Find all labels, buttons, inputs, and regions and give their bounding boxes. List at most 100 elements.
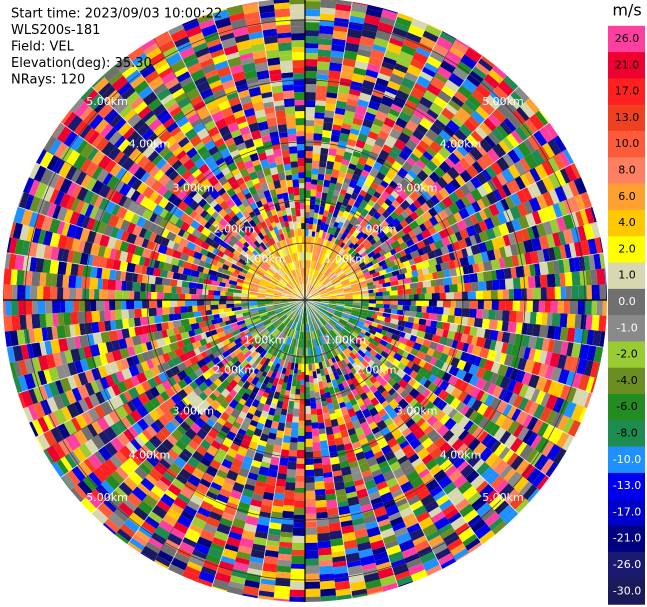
range-gate — [174, 347, 185, 357]
range-gate — [287, 254, 293, 263]
range-gate — [336, 92, 349, 103]
range-gate — [278, 258, 285, 267]
range-gate — [60, 476, 72, 491]
range-gate — [320, 303, 329, 307]
range-gate — [80, 497, 97, 514]
range-gate — [295, 475, 305, 482]
range-gate — [327, 439, 336, 447]
range-gate — [389, 344, 400, 353]
range-gate — [523, 153, 538, 170]
range-gate — [329, 141, 339, 150]
range-gate — [309, 339, 313, 348]
range-gate — [183, 158, 196, 171]
range-gate — [319, 20, 335, 27]
range-gate — [467, 94, 482, 109]
range-gate — [281, 316, 288, 323]
range-gate — [19, 314, 27, 330]
range-gate — [202, 315, 210, 322]
range-gate — [559, 399, 570, 416]
range-gate — [305, 53, 318, 60]
range-gate — [524, 386, 536, 401]
range-gate — [251, 279, 261, 286]
range-gate — [331, 316, 340, 322]
range-gate — [341, 64, 355, 74]
range-gate — [525, 448, 539, 464]
range-gate — [369, 94, 383, 104]
range-gate — [337, 258, 345, 267]
range-gate — [206, 38, 222, 48]
range-gate — [493, 459, 509, 476]
range-gate — [432, 349, 443, 360]
range-gate — [309, 382, 315, 391]
range-gate — [494, 340, 504, 353]
range-gate — [398, 111, 411, 123]
range-gate — [306, 284, 310, 293]
range-gate — [364, 14, 381, 26]
range-gate — [321, 276, 328, 283]
range-gate — [252, 317, 262, 323]
range-gate — [321, 400, 328, 407]
range-gate — [222, 350, 231, 359]
range-gate — [233, 292, 242, 297]
range-gate — [143, 229, 153, 241]
range-gate — [341, 198, 350, 207]
range-gate — [301, 268, 304, 277]
range-gate — [238, 237, 247, 245]
range-gate — [213, 203, 223, 213]
range-gate — [316, 525, 330, 534]
range-gate — [235, 313, 244, 319]
range-gate — [149, 386, 160, 398]
range-gate — [253, 342, 260, 349]
range-gate — [434, 72, 449, 84]
range-gate — [355, 535, 370, 545]
range-gate — [252, 277, 262, 283]
range-gate — [397, 502, 411, 512]
range-gate — [405, 139, 418, 152]
range-gate — [236, 39, 252, 51]
range-gate — [335, 367, 343, 376]
range-gate — [287, 186, 294, 195]
range-gate — [190, 263, 199, 271]
range-gate — [195, 316, 204, 324]
range-gate — [108, 409, 122, 424]
range-gate — [109, 114, 123, 128]
range-gate — [287, 337, 293, 346]
range-gate — [314, 204, 320, 214]
range-gate — [264, 148, 274, 157]
range-gate — [135, 57, 152, 72]
range-gate — [118, 338, 128, 350]
range-gate — [35, 243, 46, 259]
range-gate — [194, 417, 206, 429]
range-gate — [296, 449, 305, 458]
range-gate — [393, 448, 406, 461]
range-gate — [110, 320, 117, 331]
range-gate — [294, 92, 305, 101]
range-gate — [255, 480, 267, 488]
range-gate — [366, 526, 381, 538]
range-gate — [251, 314, 261, 321]
range-gate — [204, 262, 212, 270]
range-gate — [234, 269, 241, 275]
range-gate — [235, 233, 243, 241]
range-gate — [39, 399, 52, 416]
range-gate — [125, 413, 136, 426]
range-gate — [18, 359, 28, 376]
range-gate — [330, 317, 339, 324]
range-gate — [298, 323, 302, 332]
range-gate — [262, 276, 271, 282]
range-gate — [496, 330, 504, 342]
range-gate — [46, 396, 59, 413]
range-gate — [287, 461, 297, 470]
range-gate — [59, 193, 72, 209]
range-gate — [373, 37, 390, 48]
range-gate — [238, 253, 248, 262]
range-gate — [184, 185, 194, 195]
range-gate — [172, 146, 184, 157]
range-gate — [455, 401, 466, 413]
range-gate — [484, 511, 501, 527]
range-gate — [344, 547, 359, 555]
range-gate — [288, 281, 295, 289]
range-gate — [114, 55, 131, 70]
range-gate — [360, 300, 369, 304]
